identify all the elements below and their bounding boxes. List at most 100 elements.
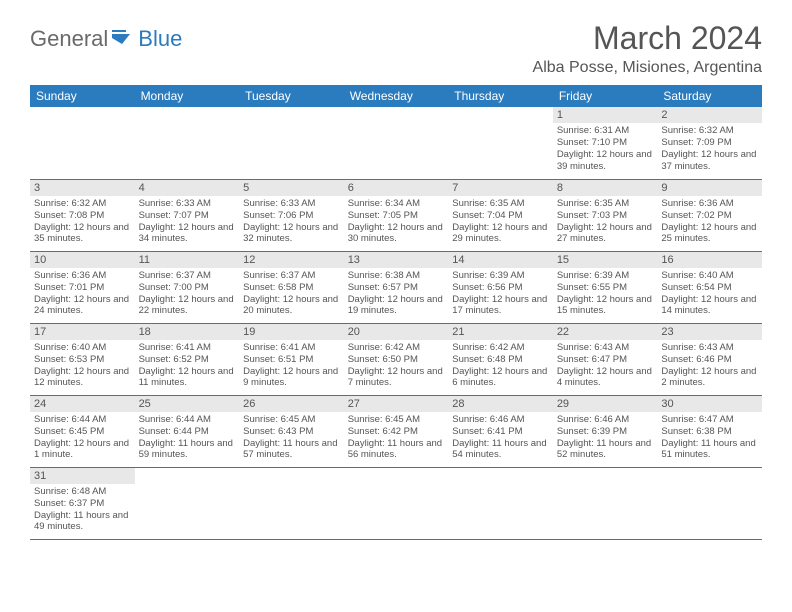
calendar-day: 22 Sunrise: 6:43 AMSunset: 6:47 PMDayligh… — [553, 323, 658, 395]
calendar-day: 12Sunrise: 6:37 AMSunset: 6:58 PMDayligh… — [239, 251, 344, 323]
calendar-empty — [344, 107, 449, 179]
day-number: 20 — [344, 324, 449, 340]
calendar-week: 1 Sunrise: 6:31 AMSunset: 7:10 PMDaylight… — [30, 107, 762, 179]
calendar-body: 1 Sunrise: 6:31 AMSunset: 7:10 PMDaylight… — [30, 107, 762, 539]
day-number: 14 — [448, 252, 553, 268]
calendar-day: 4 Sunrise: 6:33 AMSunset: 7:07 PMDaylight… — [135, 179, 240, 251]
calendar-day: 16Sunrise: 6:40 AMSunset: 6:54 PMDayligh… — [657, 251, 762, 323]
calendar-day: 10 Sunrise: 6:36 AMSunset: 7:01 PMDayligh… — [30, 251, 135, 323]
day-number: 22 — [553, 324, 658, 340]
calendar-week: 24Sunrise: 6:44 AMSunset: 6:45 PMDayligh… — [30, 395, 762, 467]
calendar-day: 15 Sunrise: 6:39 AMSunset: 6:55 PMDayligh… — [553, 251, 658, 323]
day-header: Tuesday — [239, 85, 344, 107]
calendar-day: 27Sunrise: 6:45 AMSunset: 6:42 PMDayligh… — [344, 395, 449, 467]
calendar-day: 24Sunrise: 6:44 AMSunset: 6:45 PMDayligh… — [30, 395, 135, 467]
calendar-empty — [448, 467, 553, 539]
day-info: Sunrise: 6:46 AMSunset: 6:41 PMDaylight:… — [452, 414, 549, 462]
day-number: 15 — [553, 252, 658, 268]
calendar-week: 3 Sunrise: 6:32 AMSunset: 7:08 PMDaylight… — [30, 179, 762, 251]
calendar-day: 3 Sunrise: 6:32 AMSunset: 7:08 PMDaylight… — [30, 179, 135, 251]
calendar-day: 18 Sunrise: 6:41 AMSunset: 6:52 PMDayligh… — [135, 323, 240, 395]
calendar-day: 30 Sunrise: 6:47 AMSunset: 6:38 PMDayligh… — [657, 395, 762, 467]
day-number: 8 — [553, 180, 658, 196]
calendar-empty — [239, 467, 344, 539]
day-number: 11 — [135, 252, 240, 268]
day-number: 28 — [448, 396, 553, 412]
day-info: Sunrise: 6:42 AMSunset: 6:50 PMDaylight:… — [348, 342, 445, 390]
day-number: 3 — [30, 180, 135, 196]
calendar-week: 17 Sunrise: 6:40 AMSunset: 6:53 PMDayligh… — [30, 323, 762, 395]
day-header: Monday — [135, 85, 240, 107]
day-header: Saturday — [657, 85, 762, 107]
day-info: Sunrise: 6:39 AMSunset: 6:55 PMDaylight:… — [557, 270, 654, 318]
day-number: 31 — [30, 468, 135, 484]
day-number: 23 — [657, 324, 762, 340]
day-info: Sunrise: 6:44 AMSunset: 6:44 PMDaylight:… — [139, 414, 236, 462]
day-number: 26 — [239, 396, 344, 412]
day-number: 17 — [30, 324, 135, 340]
calendar-empty — [239, 107, 344, 179]
day-number: 25 — [135, 396, 240, 412]
day-info: Sunrise: 6:34 AMSunset: 7:05 PMDaylight:… — [348, 198, 445, 246]
day-number: 2 — [657, 107, 762, 123]
calendar-day: 6 Sunrise: 6:34 AMSunset: 7:05 PMDaylight… — [344, 179, 449, 251]
day-info: Sunrise: 6:43 AMSunset: 6:46 PMDaylight:… — [661, 342, 758, 390]
day-info: Sunrise: 6:39 AMSunset: 6:56 PMDaylight:… — [452, 270, 549, 318]
day-info: Sunrise: 6:43 AMSunset: 6:47 PMDaylight:… — [557, 342, 654, 390]
day-info: Sunrise: 6:44 AMSunset: 6:45 PMDaylight:… — [34, 414, 131, 462]
calendar-day: 20 Sunrise: 6:42 AMSunset: 6:50 PMDayligh… — [344, 323, 449, 395]
day-info: Sunrise: 6:32 AMSunset: 7:09 PMDaylight:… — [661, 125, 758, 173]
day-number: 5 — [239, 180, 344, 196]
day-number: 4 — [135, 180, 240, 196]
day-info: Sunrise: 6:40 AMSunset: 6:54 PMDaylight:… — [661, 270, 758, 318]
calendar-empty — [344, 467, 449, 539]
day-info: Sunrise: 6:33 AMSunset: 7:07 PMDaylight:… — [139, 198, 236, 246]
header: General Blue March 2024 Alba Posse, Misi… — [30, 20, 762, 77]
day-info: Sunrise: 6:35 AMSunset: 7:04 PMDaylight:… — [452, 198, 549, 246]
day-number: 12 — [239, 252, 344, 268]
day-header-row: SundayMondayTuesdayWednesdayThursdayFrid… — [30, 85, 762, 107]
day-info: Sunrise: 6:36 AMSunset: 7:02 PMDaylight:… — [661, 198, 758, 246]
day-number: 21 — [448, 324, 553, 340]
calendar-day: 14 Sunrise: 6:39 AMSunset: 6:56 PMDayligh… — [448, 251, 553, 323]
day-info: Sunrise: 6:41 AMSunset: 6:52 PMDaylight:… — [139, 342, 236, 390]
day-info: Sunrise: 6:45 AMSunset: 6:43 PMDaylight:… — [243, 414, 340, 462]
day-number: 29 — [553, 396, 658, 412]
day-number: 1 — [553, 107, 658, 123]
day-number: 30 — [657, 396, 762, 412]
day-header: Sunday — [30, 85, 135, 107]
calendar-table: SundayMondayTuesdayWednesdayThursdayFrid… — [30, 85, 762, 540]
logo: General Blue — [30, 20, 182, 52]
day-info: Sunrise: 6:47 AMSunset: 6:38 PMDaylight:… — [661, 414, 758, 462]
calendar-day: 17 Sunrise: 6:40 AMSunset: 6:53 PMDayligh… — [30, 323, 135, 395]
page-title: March 2024 — [533, 20, 762, 57]
calendar-day: 1 Sunrise: 6:31 AMSunset: 7:10 PMDaylight… — [553, 107, 658, 179]
day-info: Sunrise: 6:40 AMSunset: 6:53 PMDaylight:… — [34, 342, 131, 390]
calendar-day: 7 Sunrise: 6:35 AMSunset: 7:04 PMDaylight… — [448, 179, 553, 251]
day-number: 9 — [657, 180, 762, 196]
day-number: 10 — [30, 252, 135, 268]
day-number: 6 — [344, 180, 449, 196]
day-info: Sunrise: 6:31 AMSunset: 7:10 PMDaylight:… — [557, 125, 654, 173]
day-info: Sunrise: 6:33 AMSunset: 7:06 PMDaylight:… — [243, 198, 340, 246]
calendar-day: 9 Sunrise: 6:36 AMSunset: 7:02 PMDaylight… — [657, 179, 762, 251]
calendar-day: 5 Sunrise: 6:33 AMSunset: 7:06 PMDaylight… — [239, 179, 344, 251]
day-info: Sunrise: 6:36 AMSunset: 7:01 PMDaylight:… — [34, 270, 131, 318]
day-number: 7 — [448, 180, 553, 196]
day-info: Sunrise: 6:32 AMSunset: 7:08 PMDaylight:… — [34, 198, 131, 246]
calendar-empty — [30, 107, 135, 179]
day-number: 19 — [239, 324, 344, 340]
day-info: Sunrise: 6:35 AMSunset: 7:03 PMDaylight:… — [557, 198, 654, 246]
calendar-week: 31Sunrise: 6:48 AMSunset: 6:37 PMDayligh… — [30, 467, 762, 539]
flag-icon — [112, 26, 136, 52]
calendar-empty — [448, 107, 553, 179]
day-header: Wednesday — [344, 85, 449, 107]
day-info: Sunrise: 6:37 AMSunset: 7:00 PMDaylight:… — [139, 270, 236, 318]
location-text: Alba Posse, Misiones, Argentina — [533, 59, 762, 77]
calendar-day: 2 Sunrise: 6:32 AMSunset: 7:09 PMDaylight… — [657, 107, 762, 179]
calendar-week: 10 Sunrise: 6:36 AMSunset: 7:01 PMDayligh… — [30, 251, 762, 323]
calendar-empty — [553, 467, 658, 539]
calendar-day: 28 Sunrise: 6:46 AMSunset: 6:41 PMDayligh… — [448, 395, 553, 467]
day-info: Sunrise: 6:38 AMSunset: 6:57 PMDaylight:… — [348, 270, 445, 318]
day-number: 18 — [135, 324, 240, 340]
